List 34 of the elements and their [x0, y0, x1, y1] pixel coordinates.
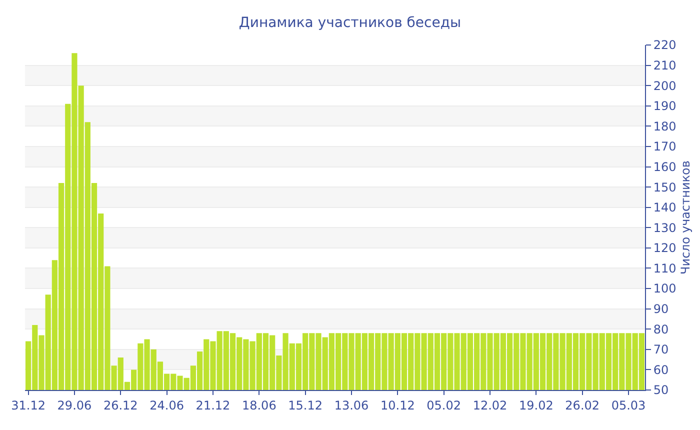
- x-tick-label: 05.02: [426, 398, 462, 412]
- y-tick-label: 130: [653, 220, 676, 235]
- x-tick-label: 05.03: [611, 398, 646, 412]
- x-tick-label: 31.12: [11, 398, 46, 412]
- y-tick-label: 60: [653, 362, 669, 377]
- y-tick-label: 120: [653, 241, 676, 256]
- x-tick-label: 19.02: [518, 398, 554, 412]
- y-tick-label: 100: [653, 282, 676, 296]
- y-axis-title: Число участников: [678, 160, 692, 274]
- x-tick-label: 13.06: [334, 398, 369, 412]
- x-tick-label: 26.02: [565, 398, 600, 412]
- y-tick-label: 150: [653, 180, 676, 194]
- y-tick-label: 90: [653, 302, 669, 316]
- x-tick-label: 24.06: [150, 398, 184, 412]
- x-tick-label: 12.02: [472, 398, 508, 412]
- x-tick-label: 21.12: [196, 398, 230, 412]
- y-tick-label: 210: [653, 58, 676, 72]
- y-tick-label: 200: [653, 78, 676, 93]
- y-tick-label: 70: [653, 342, 669, 357]
- x-tick-label: 26.12: [103, 398, 138, 412]
- y-tick-label: 190: [653, 99, 676, 114]
- chart-title: Динамика участников беседы: [238, 15, 462, 31]
- y-tick-label: 110: [653, 261, 676, 276]
- y-tick-label: 220: [653, 38, 676, 52]
- x-tick-label: 15.12: [288, 398, 322, 412]
- y-tick-label: 50: [653, 383, 669, 398]
- y-tick-label: 160: [653, 160, 676, 174]
- y-tick-label: 180: [653, 119, 676, 134]
- x-tick-label: 29.06: [57, 398, 92, 412]
- x-tick-label: 10.12: [380, 398, 415, 412]
- y-tick-label: 140: [653, 200, 676, 215]
- x-tick-label: 18.06: [242, 398, 276, 412]
- y-tick-label: 80: [653, 322, 669, 336]
- y-tick-label: 170: [653, 140, 676, 154]
